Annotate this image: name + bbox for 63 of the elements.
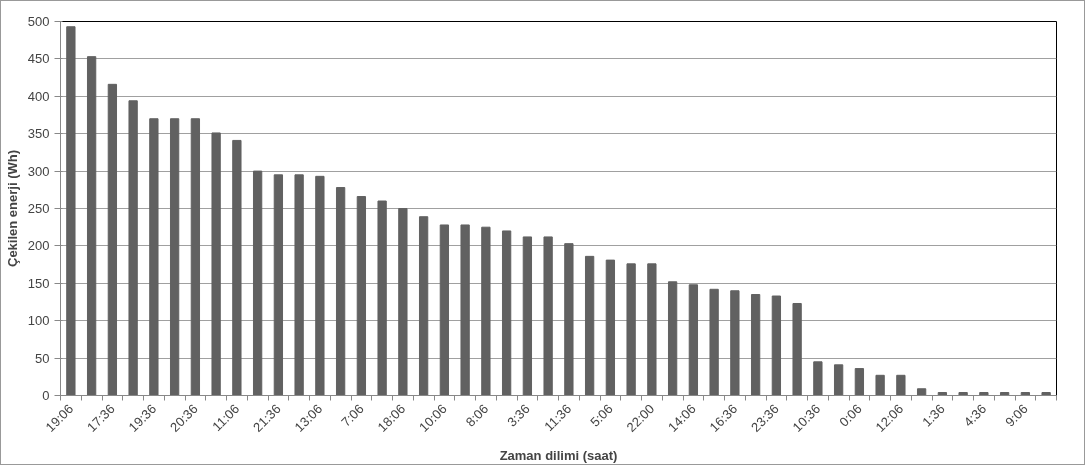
bar xyxy=(460,224,470,396)
bar xyxy=(584,255,595,396)
bar xyxy=(896,374,906,396)
bar xyxy=(335,187,346,396)
bar xyxy=(149,118,159,396)
y-tick-label: 0 xyxy=(42,388,50,403)
x-tick-label: 8:06 xyxy=(462,401,492,430)
bar xyxy=(792,303,802,396)
y-tick-label: 200 xyxy=(27,238,50,254)
bar xyxy=(232,139,242,396)
bar xyxy=(294,174,304,396)
bar xyxy=(564,243,574,396)
bar xyxy=(418,216,429,396)
bar xyxy=(626,263,636,396)
bar xyxy=(315,175,325,396)
x-axis-title: Zaman dilimi (saat) xyxy=(499,448,618,464)
x-tick-label: 7:06 xyxy=(338,401,367,430)
bar xyxy=(833,364,844,396)
bar xyxy=(543,236,553,396)
y-tick-label: 300 xyxy=(27,163,50,179)
x-tick-label: 4:36 xyxy=(960,401,990,430)
bar xyxy=(730,290,740,396)
bar xyxy=(481,226,491,396)
bar xyxy=(875,374,885,396)
bar xyxy=(688,284,699,396)
bar xyxy=(958,392,968,396)
bar xyxy=(1041,392,1051,396)
bar xyxy=(398,208,408,396)
bar xyxy=(750,294,761,396)
bar xyxy=(979,392,989,396)
y-tick-label: 450 xyxy=(27,51,50,67)
bar xyxy=(66,26,76,396)
bar xyxy=(854,368,865,396)
bar xyxy=(107,83,118,396)
y-tick-label: 250 xyxy=(27,201,50,216)
bar xyxy=(356,196,367,396)
bar xyxy=(252,170,263,396)
y-tick-label: 400 xyxy=(27,88,50,104)
bar xyxy=(916,388,927,396)
y-tick-label: 100 xyxy=(27,313,50,329)
bar xyxy=(667,281,678,396)
bar xyxy=(605,259,616,396)
bar xyxy=(501,230,512,396)
bar xyxy=(647,263,657,396)
bar xyxy=(522,236,533,396)
y-tick-label: 350 xyxy=(27,126,50,142)
bar xyxy=(128,100,138,396)
bar xyxy=(273,174,284,396)
bar xyxy=(377,200,387,396)
bar xyxy=(709,288,719,396)
bar xyxy=(169,118,180,396)
bar xyxy=(86,56,97,396)
bar xyxy=(771,295,782,396)
y-tick-label: 150 xyxy=(27,275,50,291)
bar xyxy=(439,224,450,396)
y-tick-label: 500 xyxy=(27,14,50,29)
bar xyxy=(813,361,823,396)
x-tick-label: 0:06 xyxy=(836,401,865,430)
bar xyxy=(190,118,201,396)
y-axis-title: Çekilen enerji (Wh) xyxy=(4,149,20,268)
x-tick-label: 9:06 xyxy=(1002,401,1031,430)
bar xyxy=(211,132,221,396)
y-tick-label: 50 xyxy=(35,350,50,366)
